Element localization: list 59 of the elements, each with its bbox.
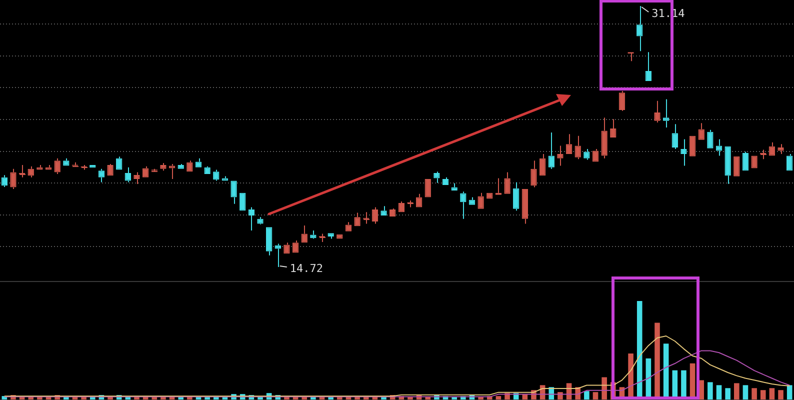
bar [734,383,740,400]
candlestick [28,166,34,178]
candlestick [574,135,581,160]
candlestick [160,162,166,172]
candlestick [680,138,687,166]
candlestick [636,6,643,52]
candlestick [478,192,484,209]
bar [742,385,748,400]
candlestick [116,156,122,170]
candlestick [380,206,387,216]
candlestick [618,90,626,112]
candlestick [107,164,114,176]
candlestick [522,188,528,224]
candlestick [284,242,290,254]
candlestick [178,164,184,169]
candlestick [601,117,608,159]
bar [760,390,766,400]
candlestick [18,164,26,178]
candlestick [230,180,237,204]
candlestick [451,182,458,191]
bar [602,377,607,400]
candlestick [548,132,554,170]
candlestick [672,124,678,150]
candlestick [98,168,105,183]
candlestick [707,129,714,148]
bar [584,391,590,400]
candlestick [372,206,378,224]
candlestick [778,144,784,154]
candlestick [504,172,510,194]
bar [708,382,713,400]
candlestick [168,164,176,180]
candlestick [266,227,272,256]
candlestick [310,230,316,238]
bar [725,388,730,400]
candlestick [354,212,360,226]
candlestick [195,158,202,168]
candlestick [257,216,264,224]
candlestick [345,222,352,232]
annotation: 14.72 [290,262,324,275]
candlestick [557,145,564,166]
candlestick [584,148,590,160]
candlestick [204,166,210,174]
candlestick [716,138,722,156]
candlestick [698,122,704,140]
candlestick [592,148,599,162]
candlestick [662,98,670,128]
candlestick [539,153,546,176]
candlestick [134,172,140,185]
candlestick [724,146,731,184]
candlestick [10,168,16,190]
candlestick [513,182,520,212]
candlestick [186,160,193,172]
bar [778,390,784,400]
bar [769,388,775,400]
candlestick [434,171,440,184]
bar [752,388,757,400]
bar [716,385,722,400]
candlestick [468,196,476,205]
candlestick [530,160,537,188]
